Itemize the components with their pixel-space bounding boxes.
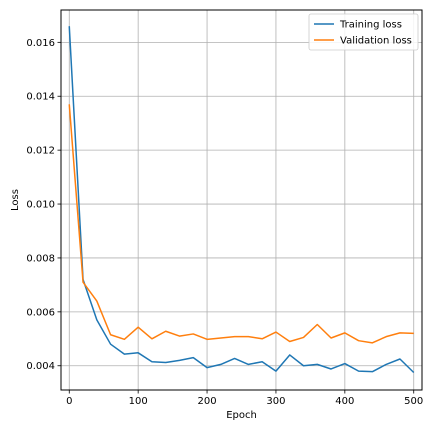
legend-box [308, 13, 419, 51]
series-line-validation-loss [68, 104, 414, 344]
x-tick-label: 400 [335, 396, 354, 407]
y-tick-label: 0.006 [26, 307, 55, 318]
y-tick-label: 0.012 [26, 146, 55, 157]
legend-label: Validation loss [340, 36, 412, 47]
x-tick-label: 0 [66, 396, 72, 407]
y-axis-label: Loss [10, 189, 21, 211]
grid-layer [61, 10, 422, 390]
x-tick-label: 200 [198, 396, 217, 407]
ticks-layer: 0 100 200 300 400 500 0.004 0.006 0.008 0.010 0.01… [26, 38, 423, 407]
series-layer [68, 26, 415, 374]
y-tick-label: 0.014 [26, 92, 55, 103]
x-tick-label: 300 [266, 396, 285, 407]
x-tick-label: 500 [404, 396, 423, 407]
y-tick-label: 0.016 [26, 38, 55, 49]
y-tick-label: 0.010 [26, 200, 55, 211]
legend-label: Training loss [339, 20, 402, 31]
series-line-training-loss [68, 26, 415, 374]
plot-frame [60, 9, 423, 391]
x-axis-label: Epoch [226, 410, 257, 421]
y-tick-label: 0.004 [26, 361, 55, 372]
y-tick-label: 0.008 [26, 253, 55, 264]
x-tick-label: 100 [129, 396, 148, 407]
legend: Training loss Validation loss [308, 13, 419, 51]
